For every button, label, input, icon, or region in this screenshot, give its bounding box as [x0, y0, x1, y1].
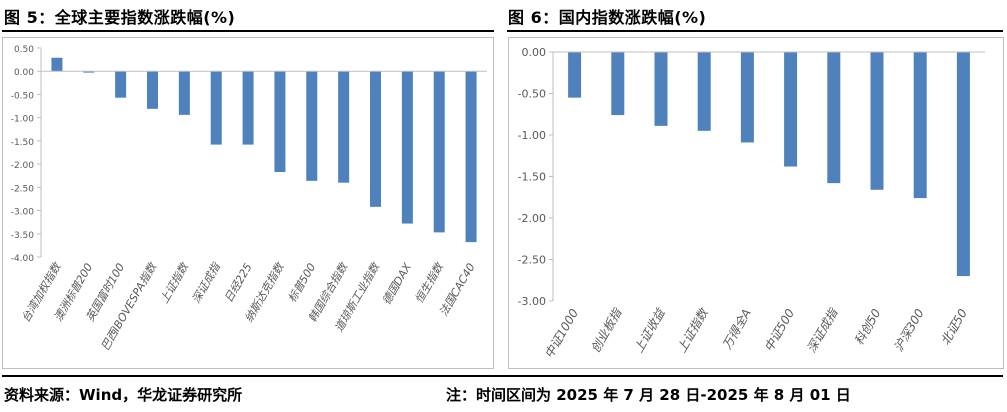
y-tick-label: 0.00 [14, 68, 34, 78]
bar [568, 52, 582, 98]
bar [913, 52, 927, 199]
x-category-label: 沪深300 [891, 306, 927, 354]
y-tick-label: -1.00 [11, 115, 35, 125]
left-title-rule [2, 30, 494, 32]
bar [147, 71, 158, 109]
bar [242, 71, 254, 145]
x-category-label: 创业板指 [588, 305, 625, 355]
left-chart-panel: 0.50 0.00 -0.50 -1.00 -1.50 -2.00 -2.50 -3.00 -3… [2, 37, 494, 369]
bar [465, 71, 477, 243]
bar [370, 71, 381, 207]
y-tick-label: 0.50 [14, 45, 34, 55]
date-range-note: 注：时间区间为 2025 年 7 月 28 日-2025 年 8 月 01 日 [446, 386, 851, 404]
x-category-label: 北证50 [938, 306, 970, 347]
right-chart-title: 图 6：国内指数涨跌幅(%) [508, 8, 707, 27]
bar [115, 71, 127, 98]
y-tick-label: -1.00 [518, 129, 546, 142]
x-category-label: 恒生指数 [413, 259, 447, 305]
y-tick-label: -4.00 [11, 254, 35, 264]
y-tick-label: -2.50 [518, 254, 546, 267]
y-tick-label: -1.50 [518, 171, 546, 184]
bar [956, 52, 970, 277]
y-tick-label: -0.50 [518, 88, 546, 101]
x-category-label: 万得全A [720, 307, 754, 352]
bar [178, 71, 190, 115]
x-category-label: 科创50 [852, 306, 884, 347]
bar [433, 71, 445, 233]
x-category-label: 中证500 [762, 306, 798, 354]
y-tick-label: -1.50 [11, 138, 35, 148]
left-chart-title: 图 5：全球主要指数涨跌幅(%) [4, 8, 236, 27]
x-category-label: 上证指数 [158, 259, 192, 305]
x-category-label: 上证收益 [631, 305, 668, 355]
bar [210, 71, 222, 145]
bar [740, 52, 754, 143]
bar [697, 52, 711, 131]
bar [83, 71, 95, 73]
y-tick-label: -0.50 [11, 91, 35, 101]
right-bar-chart: 0.00 -0.50 -1.00 -1.50 -2.00 -2.50 -3.00中证1000… [518, 46, 985, 361]
left-bar-chart: 0.50 0.00 -0.50 -1.00 -1.50 -2.00 -2.50 -3.00 -3… [11, 45, 487, 353]
x-category-label: 深证成指 [190, 259, 224, 305]
x-category-label: 日经225 [222, 261, 255, 305]
y-tick-label: -3.50 [11, 231, 35, 241]
x-category-label: 德国DAX [380, 261, 414, 307]
bar [654, 52, 668, 126]
bar [611, 52, 625, 116]
x-category-label: 深证成指 [804, 305, 841, 355]
bar [870, 52, 884, 190]
bar [338, 71, 350, 183]
footer-rule [2, 375, 1003, 377]
right-chart-panel: 0.00 -0.50 -1.00 -1.50 -2.00 -2.50 -3.00 中证1000… [508, 37, 1004, 369]
x-category-label: 标普500 [286, 261, 319, 305]
right-title-rule [507, 30, 1003, 32]
x-category-label: 中证1000 [542, 306, 582, 361]
bar [306, 71, 318, 181]
source-note: 资料来源：Wind，华龙证券研究所 [4, 386, 243, 404]
bar [274, 71, 286, 173]
y-tick-label: -2.00 [518, 212, 546, 225]
y-tick-label: 0.00 [522, 46, 547, 59]
y-tick-label: -3.00 [11, 208, 35, 218]
bar [51, 57, 63, 72]
x-category-label: 上证指数 [675, 305, 712, 355]
bar [401, 71, 413, 224]
bar [827, 52, 841, 184]
y-tick-label: -2.50 [11, 184, 35, 194]
y-tick-label: -2.00 [11, 161, 35, 171]
bar [784, 52, 798, 167]
y-tick-label: -3.00 [518, 295, 546, 308]
